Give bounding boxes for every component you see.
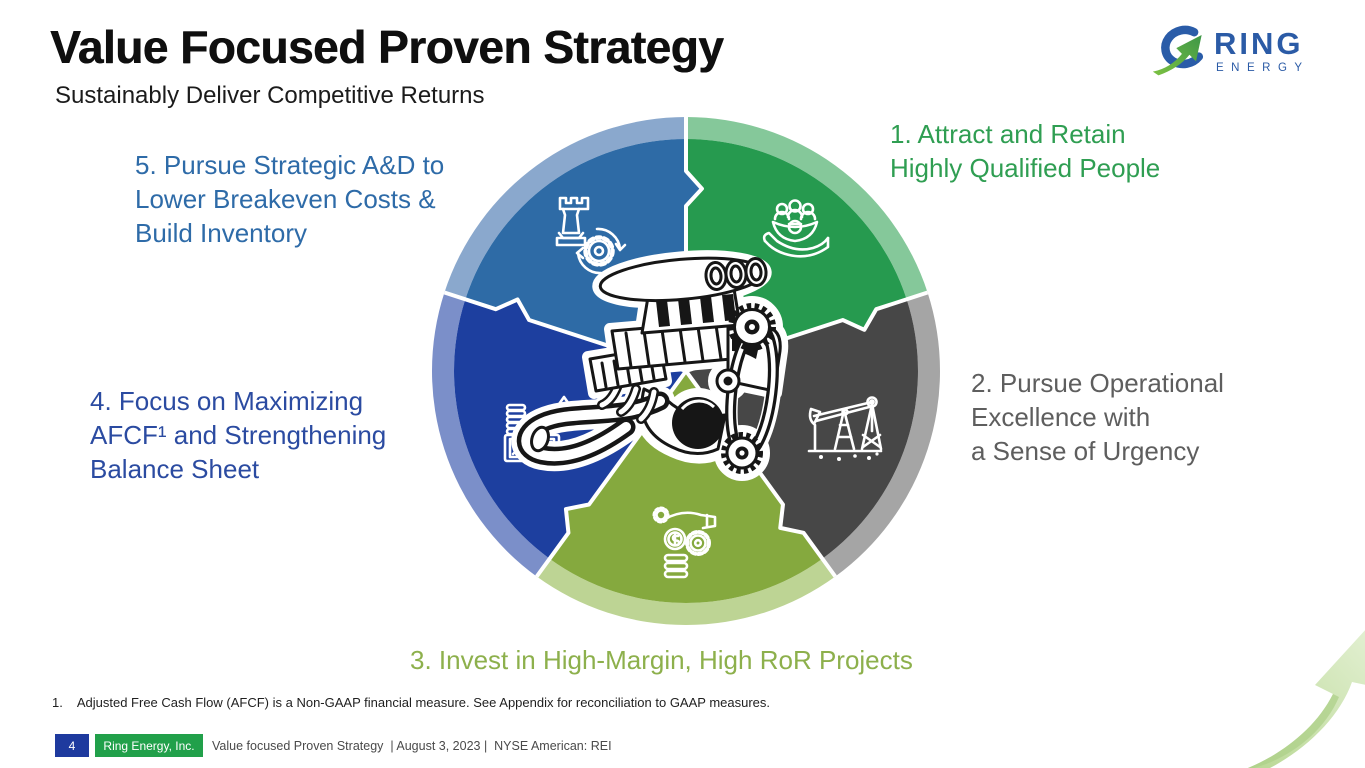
footnote-number: 1.: [52, 695, 63, 710]
page-subtitle: Sustainably Deliver Competitive Returns: [55, 82, 485, 109]
page-title: Value Focused Proven Strategy: [50, 21, 724, 73]
logo-sub-text: ENERGY: [1216, 61, 1310, 74]
company-badge: Ring Energy, Inc.: [95, 734, 203, 757]
footer-text: Value focused Proven Strategy | August 3…: [212, 738, 612, 753]
footnote-text: Adjusted Free Cash Flow (AFCF) is a Non-…: [76, 695, 771, 710]
segment-label-attract-retain: 1. Attract and Retain Highly Qualified P…: [890, 119, 1161, 183]
strategy-wheel: [428, 113, 944, 629]
logo-brand-text: RING: [1214, 25, 1304, 61]
people-in-hand-icon: [762, 199, 830, 258]
logo-swoosh-icon: [1152, 25, 1204, 76]
footnote: 1. Adjusted Free Cash Flow (AFCF) is a N…: [52, 695, 770, 710]
ring-energy-logo: RING ENERGY: [1150, 20, 1330, 82]
hand-gear-coins-icon: [652, 506, 717, 579]
pumpjack-icon: [807, 396, 883, 461]
segment-label-strategic-ad: 5. Pursue Strategic A&D to Lower Breakev…: [135, 150, 445, 248]
page-number-badge: 4: [55, 734, 89, 757]
footer-bar: 4 Ring Energy, Inc. Value focused Proven…: [55, 734, 612, 757]
growth-arrow-decoration: [1248, 630, 1365, 768]
segment-label-operational-excellence: 2. Pursue Operational Excellence with a …: [971, 368, 1224, 466]
engine-icon: [511, 250, 789, 481]
segment-label-maximize-afcf: 4. Focus on Maximizing AFCF¹ and Strengt…: [90, 386, 387, 484]
rook-gear-icon: [555, 196, 627, 275]
segment-label-high-margin-projects: 3. Invest in High-Margin, High RoR Proje…: [410, 645, 913, 675]
